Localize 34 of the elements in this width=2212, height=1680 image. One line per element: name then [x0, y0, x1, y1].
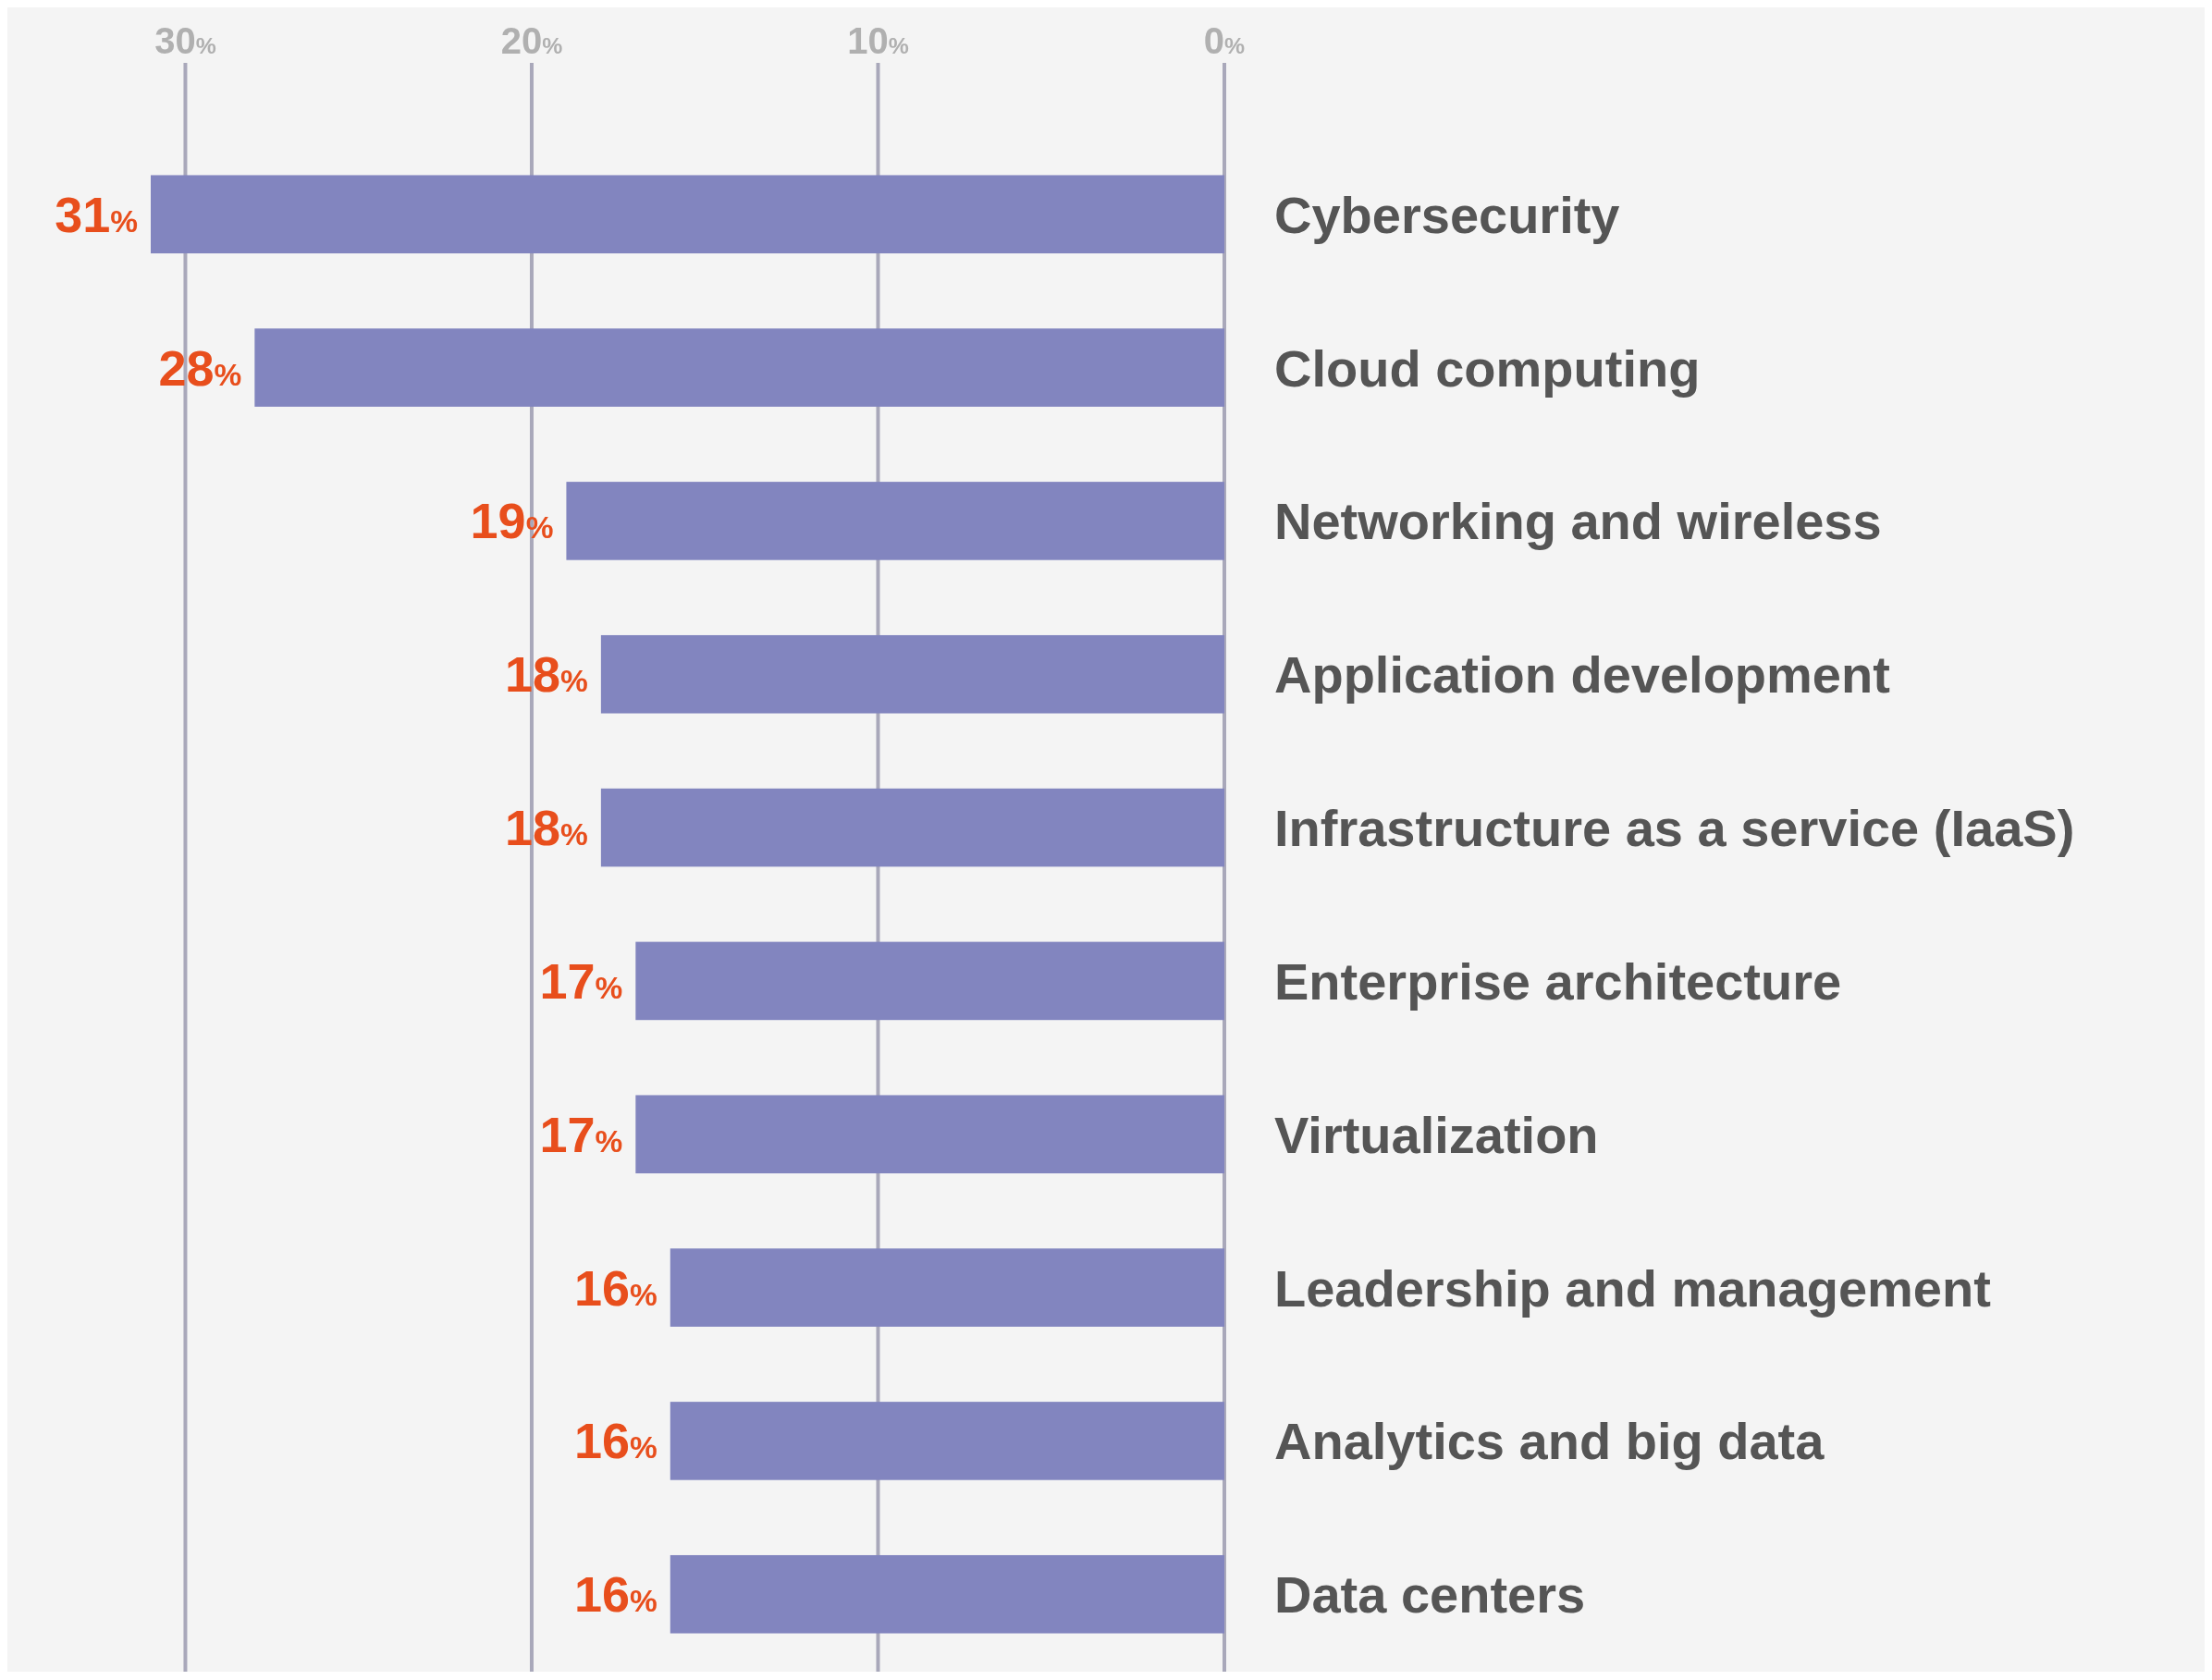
y-tick-label: Application development [1274, 645, 1890, 705]
bar [600, 788, 1224, 867]
bar [600, 634, 1224, 714]
data-label: 28% [158, 339, 242, 396]
y-tick-label: Analytics and big data [1274, 1412, 1825, 1471]
bar [670, 1554, 1224, 1634]
y-tick-label: Cybersecurity [1274, 185, 1620, 244]
data-label: 17% [539, 1106, 623, 1162]
y-tick-label: Infrastructure as a service (IaaS) [1274, 799, 2075, 858]
bar [635, 1095, 1224, 1174]
data-label: 19% [470, 493, 554, 549]
bar [670, 1248, 1224, 1327]
bar [635, 941, 1224, 1021]
bar [254, 328, 1225, 407]
y-tick-label: Networking and wireless [1274, 492, 1882, 551]
bar [670, 1402, 1224, 1480]
y-tick-label: Cloud computing [1274, 338, 1701, 398]
data-label: 16% [573, 1566, 657, 1623]
x-tick-label: 30% [154, 20, 216, 61]
data-label: 18% [505, 646, 588, 703]
x-tick-label: 10% [847, 20, 909, 61]
data-label: 31% [55, 186, 138, 242]
x-tick-label: 0% [1203, 20, 1246, 61]
data-label: 16% [573, 1259, 657, 1316]
data-label: 17% [539, 952, 623, 1009]
bar [566, 482, 1224, 560]
x-tick-label: 20% [500, 20, 563, 61]
y-tick-label: Enterprise architecture [1274, 951, 1842, 1011]
y-tick-label: Virtualization [1274, 1105, 1599, 1164]
data-label: 18% [505, 800, 588, 856]
y-tick-label: Data centers [1274, 1565, 1586, 1625]
data-label: 16% [573, 1413, 657, 1469]
bar [151, 175, 1224, 254]
y-tick-label: Leadership and management [1274, 1258, 1991, 1318]
